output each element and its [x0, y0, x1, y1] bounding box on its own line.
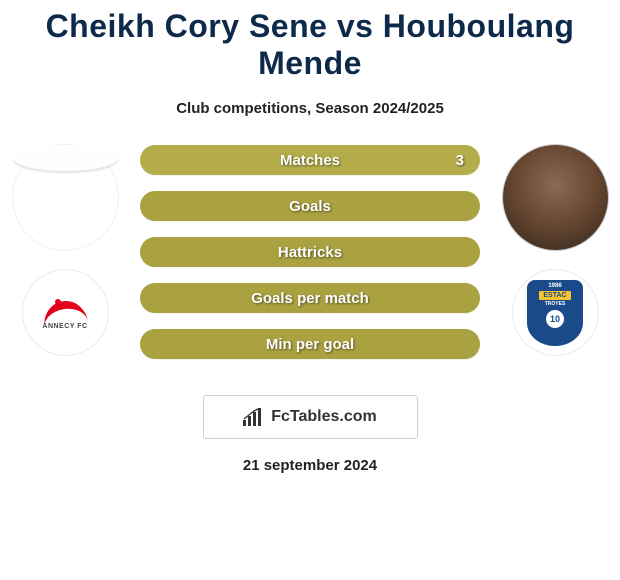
page-title: Cheikh Cory Sene vs Houboulang Mende — [0, 0, 620, 82]
stat-bar-goals: Goals — [140, 191, 480, 221]
stat-bar-min-per-goal: Min per goal — [140, 329, 480, 359]
troyes-sub: TROYES — [545, 301, 566, 307]
stat-bar-label: Hattricks — [278, 244, 342, 261]
date-text: 21 september 2024 — [0, 457, 620, 474]
player-left-placeholder-ellipse — [13, 145, 118, 171]
troyes-number: 10 — [546, 310, 564, 328]
comparison-row: ANNECY FC Matches 3 Goals Hattricks Goal… — [0, 145, 620, 385]
stat-bar-label: Matches — [280, 152, 340, 169]
stat-bar-goals-per-match: Goals per match — [140, 283, 480, 313]
club-logo-annecy: ANNECY FC — [23, 270, 108, 355]
stat-bar-matches: Matches 3 — [140, 145, 480, 175]
player-left-photo — [13, 145, 118, 250]
bar-chart-icon — [243, 408, 265, 426]
stat-bar-value-right: 3 — [456, 152, 464, 169]
stat-bars: Matches 3 Goals Hattricks Goals per matc… — [140, 145, 480, 359]
stat-bar-hattricks: Hattricks — [140, 237, 480, 267]
annecy-swoosh-icon — [41, 295, 89, 327]
stat-bar-label: Goals per match — [251, 290, 369, 307]
left-column: ANNECY FC — [0, 145, 130, 355]
stat-bar-label: Min per goal — [266, 336, 354, 353]
subtitle: Club competitions, Season 2024/2025 — [0, 100, 620, 117]
stat-bar-label: Goals — [289, 198, 331, 215]
player-right-photo — [503, 145, 608, 250]
watermark-badge: FcTables.com — [203, 395, 418, 439]
watermark-text: FcTables.com — [271, 408, 377, 426]
troyes-name: ESTAC — [539, 291, 570, 300]
club-logo-troyes: 1986 ESTAC TROYES 10 — [513, 270, 598, 355]
troyes-badge-icon: 1986 ESTAC TROYES 10 — [527, 280, 583, 346]
right-column: 1986 ESTAC TROYES 10 — [490, 145, 620, 355]
troyes-year: 1986 — [548, 283, 561, 289]
